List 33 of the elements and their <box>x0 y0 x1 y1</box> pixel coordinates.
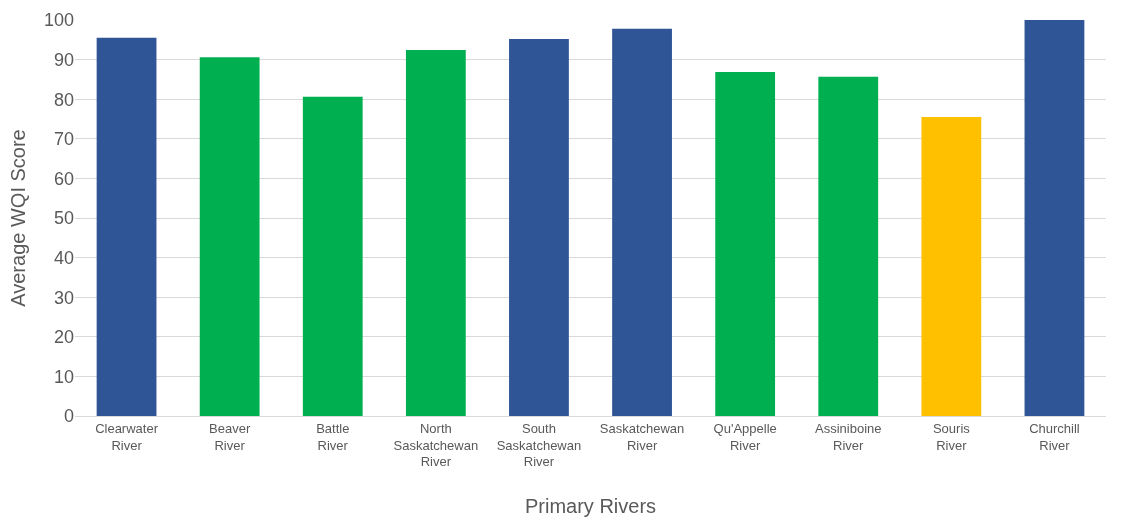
bar <box>715 71 776 416</box>
bar <box>1024 20 1085 416</box>
x-axis-title: Primary Rivers <box>524 494 657 517</box>
y-tick-label: 50 <box>53 208 74 229</box>
y-axis-title: Average WQI Score <box>7 129 30 307</box>
y-tick-label: 0 <box>63 406 74 427</box>
bar <box>199 57 260 416</box>
x-tick-label: Saskatchewan River <box>599 420 685 453</box>
bar <box>612 28 672 416</box>
x-tick-label: South Saskatchewan River <box>496 420 582 470</box>
x-tick-label: Beaver River <box>209 420 251 453</box>
x-tick-label: Qu'Appelle River <box>713 420 777 453</box>
x-tick-label: Battle River <box>316 420 350 453</box>
y-tick-label: 40 <box>53 247 74 268</box>
y-tick-label: 30 <box>53 287 74 308</box>
y-tick-label: 100 <box>43 10 74 31</box>
x-tick-label: Clearwater River <box>95 420 159 453</box>
bar <box>921 117 982 416</box>
y-tick-label: 90 <box>53 49 74 70</box>
bar <box>302 96 363 416</box>
y-tick-label: 60 <box>53 168 74 189</box>
y-tick-label: 70 <box>53 129 74 150</box>
y-tick-label: 20 <box>53 327 74 348</box>
bar <box>405 50 466 416</box>
bar <box>818 76 879 416</box>
y-tick-label: 10 <box>53 366 74 387</box>
x-tick-label: Assiniboine River <box>815 420 882 453</box>
x-tick-label: Souris River <box>932 420 971 453</box>
bar <box>96 37 157 416</box>
bar <box>509 39 569 416</box>
x-tick-label: North Saskatchewan River <box>393 420 479 470</box>
y-tick-label: 80 <box>53 89 74 110</box>
x-tick-label: Churchill River <box>1029 420 1080 453</box>
